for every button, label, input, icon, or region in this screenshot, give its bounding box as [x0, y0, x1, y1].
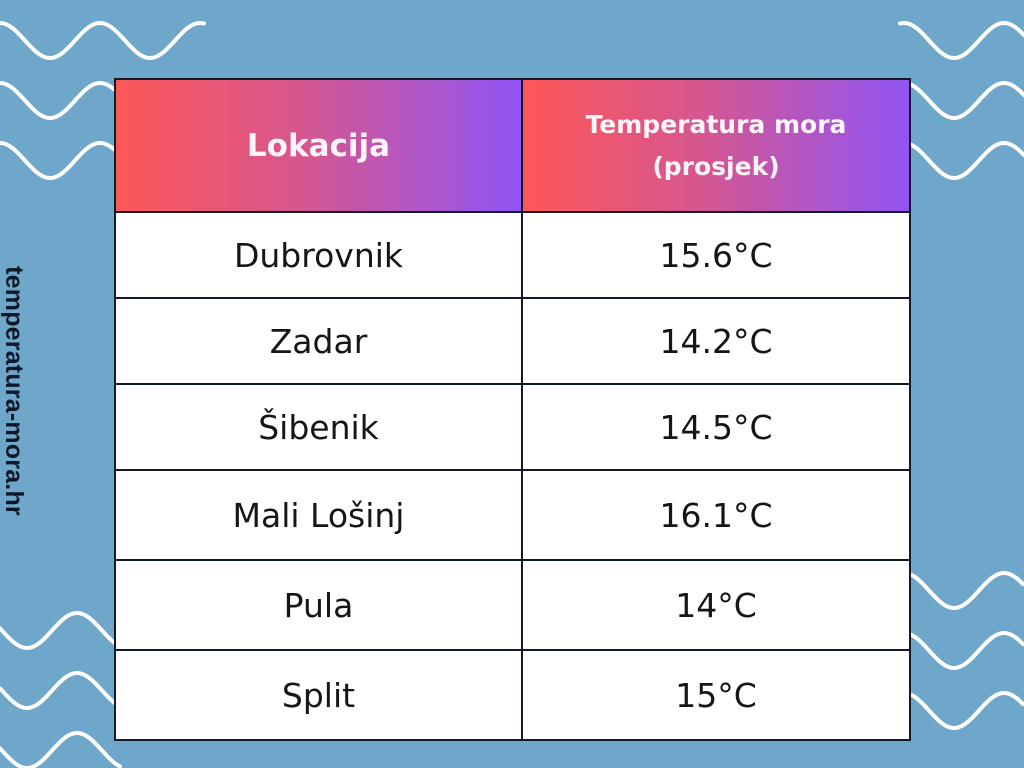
cell-location: Split [114, 649, 523, 741]
header-temperature-label: Temperatura mora (prosjek) [585, 109, 847, 181]
header-temperature: Temperatura mora (prosjek) [521, 78, 911, 213]
cell-temperature: 16.1°C [521, 469, 911, 561]
cell-temperature: 15°C [521, 649, 911, 741]
header-location: Lokacija [114, 78, 523, 213]
table-row: Šibenik 14.5°C [114, 383, 911, 471]
wave-line [0, 611, 122, 650]
table-row: Mali Lošinj 16.1°C [114, 469, 911, 561]
table-row: Dubrovnik 15.6°C [114, 211, 911, 299]
wave-line [898, 140, 1024, 181]
cell-temperature: 14°C [521, 559, 911, 651]
wave-line [0, 731, 122, 768]
cell-location: Pula [114, 559, 523, 651]
wave-line [903, 631, 1024, 670]
cell-location: Šibenik [114, 383, 523, 471]
table-row: Pula 14°C [114, 559, 911, 651]
wave-line [903, 571, 1024, 610]
cell-temperature: 15.6°C [521, 211, 911, 299]
table-row: Zadar 14.2°C [114, 297, 911, 385]
sea-temperature-table: Lokacija Temperatura mora (prosjek) Dubr… [114, 78, 911, 741]
cell-temperature: 14.2°C [521, 297, 911, 385]
cell-location: Mali Lošinj [114, 469, 523, 561]
cell-temperature: 14.5°C [521, 383, 911, 471]
wave-line [898, 20, 1024, 61]
cell-location: Dubrovnik [114, 211, 523, 299]
wave-line [903, 691, 1024, 730]
wave-line [0, 20, 206, 61]
table-header-row: Lokacija Temperatura mora (prosjek) [114, 78, 911, 213]
table-row: Split 15°C [114, 649, 911, 741]
cell-location: Zadar [114, 297, 523, 385]
wave-line [0, 671, 122, 710]
wave-line [898, 80, 1024, 121]
website-watermark: temperatura-mora.hr [0, 266, 28, 516]
